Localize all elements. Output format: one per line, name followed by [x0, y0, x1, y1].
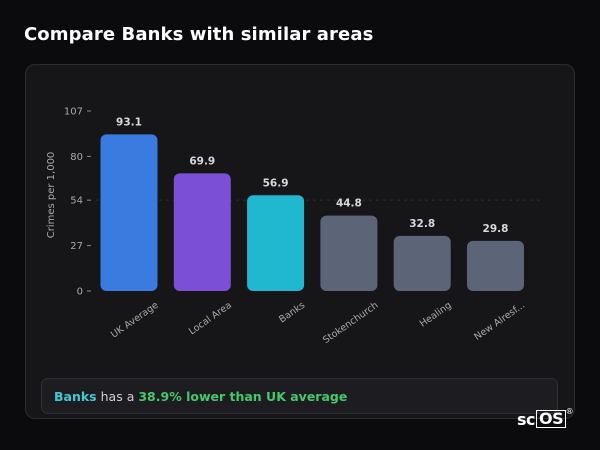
bar-value-label: 69.9	[189, 155, 215, 167]
summary-comparison: 38.9% lower than UK average	[138, 388, 348, 404]
x-tick-label: Stokenchurch	[321, 300, 380, 346]
x-tick-label: Healing	[418, 300, 454, 330]
y-tick-label: 27	[70, 241, 83, 252]
bar-value-label: 32.8	[409, 218, 435, 230]
bar-value-label: 44.8	[336, 198, 362, 210]
bar-0	[100, 134, 158, 291]
logo-text-sc: sc	[517, 409, 536, 429]
y-tick-label: 80	[70, 152, 83, 163]
bar-3	[320, 215, 378, 291]
bar-2	[247, 195, 305, 291]
x-tick-label: Banks	[277, 300, 307, 326]
logo-text-os: OS	[536, 410, 567, 428]
x-tick-label: New Alresf...	[472, 300, 527, 343]
bar-chart: 0 27 54 80 107 Crimes per 1,000 93.1 UK Average…	[46, 107, 541, 346]
registered-mark: ®	[565, 407, 574, 416]
summary-area-name: Banks	[54, 388, 97, 404]
bar-1	[173, 173, 231, 291]
y-tick-label: 54	[70, 196, 83, 207]
x-tick-label: UK Average	[109, 300, 161, 341]
y-axis-label: Crimes per 1,000	[46, 152, 57, 239]
chart-card: 0 27 54 80 107 Crimes per 1,000 93.1 UK Average…	[25, 64, 575, 419]
comparison-summary: Banks has a 38.9% lower than UK average	[41, 378, 558, 414]
page-title: Compare Banks with similar areas	[24, 24, 374, 45]
x-tick-label: Local Area	[187, 300, 234, 337]
scos-logo: sc OS ®	[517, 407, 574, 429]
bar-value-label: 56.9	[263, 177, 289, 189]
bar-value-label: 29.8	[483, 223, 509, 235]
bar-5	[467, 240, 524, 291]
y-tick-label: 107	[64, 107, 83, 118]
bar-4	[393, 235, 451, 291]
y-tick-label: 0	[77, 287, 83, 298]
bar-value-label: 93.1	[116, 116, 142, 128]
summary-connector: has a	[100, 388, 135, 404]
